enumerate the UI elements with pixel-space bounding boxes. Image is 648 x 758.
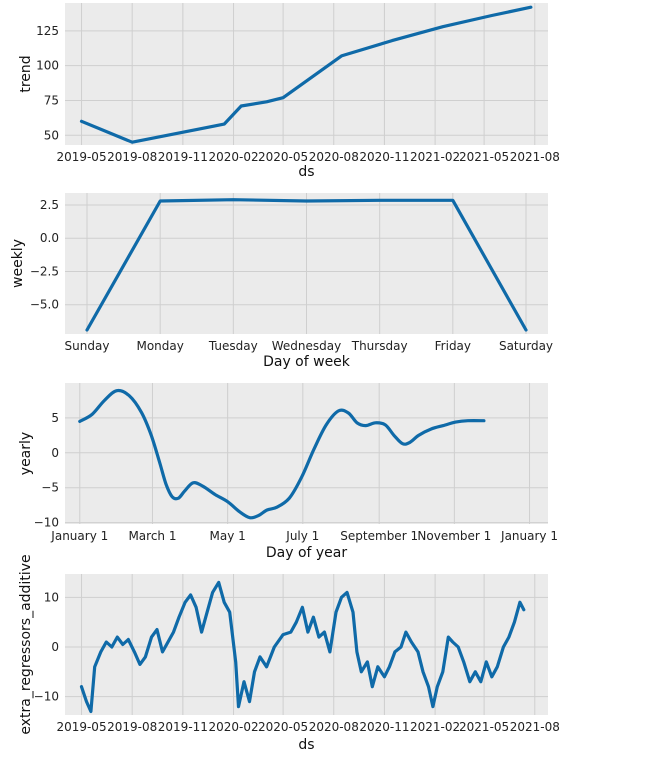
x-tick-label: May 1 — [210, 529, 246, 543]
x-tick-label: January 1 — [500, 529, 558, 543]
plot-area-4 — [65, 574, 548, 715]
x-tick-label: Friday — [435, 339, 471, 353]
y-tick-label: −2.5 — [30, 264, 59, 278]
x-tick-label: November 1 — [417, 529, 491, 543]
x-tick-label: 2020-11 — [359, 150, 409, 164]
y-tick-label: −10 — [34, 516, 59, 530]
x-tick-label: 2021-05 — [459, 720, 509, 734]
x-tick-label: 2019-05 — [56, 720, 106, 734]
x-tick-label: Tuesday — [208, 339, 258, 353]
y-axis-label: yearly — [18, 432, 34, 475]
x-tick-label: 2020-02 — [208, 720, 258, 734]
y-tick-label: −5.0 — [30, 298, 59, 312]
x-axis-label: Day of week — [263, 354, 351, 370]
x-tick-label: 2021-02 — [410, 720, 460, 734]
x-tick-label: Thursday — [351, 339, 408, 353]
x-tick-label: 2019-05 — [56, 150, 106, 164]
x-tick-label: 2020-05 — [258, 720, 308, 734]
y-axis-label: trend — [18, 55, 34, 92]
x-axis-label: ds — [298, 164, 314, 180]
x-tick-label: 2019-08 — [107, 720, 157, 734]
y-tick-label: 10 — [44, 590, 59, 604]
plot-area-1 — [65, 3, 548, 145]
x-tick-label: January 1 — [50, 529, 108, 543]
y-tick-label: −5 — [41, 481, 59, 495]
y-axis-label: extra_regressors_additive — [18, 554, 34, 734]
y-tick-label: 100 — [36, 59, 59, 73]
x-tick-label: 2020-08 — [309, 720, 359, 734]
x-tick-label: 2019-08 — [107, 150, 157, 164]
x-tick-label: 2021-08 — [510, 150, 560, 164]
x-axis-label: ds — [298, 737, 314, 753]
y-tick-label: −10 — [34, 690, 59, 704]
x-axis-label: Day of year — [266, 545, 348, 561]
y-axis-label: weekly — [10, 239, 26, 288]
x-tick-label: Wednesday — [272, 339, 341, 353]
series-line — [78, 388, 486, 520]
x-tick-label: 2021-08 — [510, 720, 560, 734]
y-tick-label: 0 — [51, 446, 59, 460]
x-tick-label: 2019-11 — [158, 150, 208, 164]
x-tick-label: 2020-08 — [309, 150, 359, 164]
x-tick-label: 2021-02 — [410, 150, 460, 164]
y-tick-label: 2.5 — [40, 198, 59, 212]
y-tick-label: 0.0 — [40, 231, 59, 245]
x-tick-label: Monday — [136, 339, 183, 353]
series-line — [85, 198, 528, 332]
x-tick-label: July 1 — [285, 529, 319, 543]
x-tick-label: September 1 — [340, 529, 418, 543]
y-tick-label: 0 — [51, 640, 59, 654]
y-tick-label: 50 — [44, 128, 59, 142]
x-tick-label: 2019-11 — [158, 720, 208, 734]
y-tick-label: 125 — [36, 24, 59, 38]
x-tick-label: 2020-11 — [359, 720, 409, 734]
x-tick-label: Sunday — [65, 339, 110, 353]
series-line — [79, 580, 526, 714]
x-tick-label: 2020-02 — [208, 150, 258, 164]
x-tick-label: Saturday — [499, 339, 553, 353]
x-tick-label: 2020-05 — [258, 150, 308, 164]
x-tick-label: 2021-05 — [459, 150, 509, 164]
series-line — [79, 5, 533, 144]
x-tick-label: March 1 — [128, 529, 176, 543]
plot-area-3 — [65, 383, 548, 524]
y-tick-label: 5 — [51, 411, 59, 425]
y-tick-label: 75 — [44, 93, 59, 107]
